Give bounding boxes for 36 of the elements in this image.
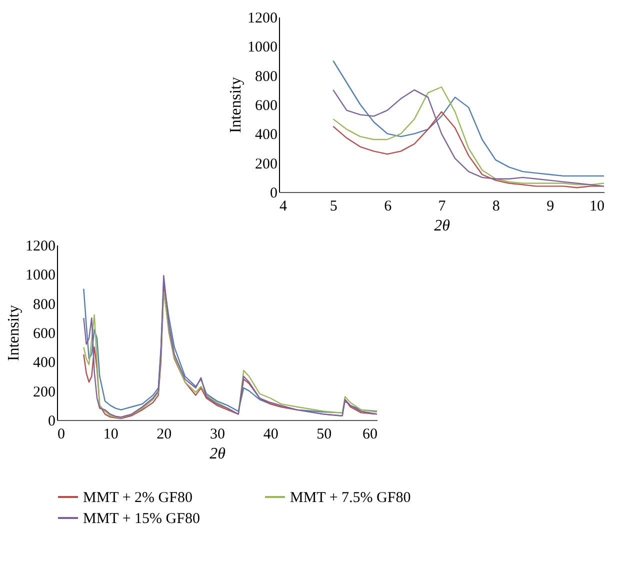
x-tick-label: 9 — [546, 198, 554, 214]
y-tick-label: 0 — [48, 414, 56, 430]
y-axis-title: Intensity — [6, 305, 22, 361]
y-tick-label: 1000 — [26, 268, 56, 284]
legend-label: MMT + 15% GF80 — [83, 511, 200, 527]
y-tick-label: 1200 — [26, 238, 56, 254]
x-tick-label: 8 — [492, 198, 500, 214]
y-tick-label: 0 — [270, 186, 278, 202]
x-tick-label: 5 — [330, 198, 338, 214]
x-tick-label: 60 — [362, 426, 378, 442]
line-series — [332, 60, 604, 177]
x-tick-label: 10 — [103, 426, 118, 442]
y-tick-label: 400 — [255, 127, 278, 144]
x-axis-title: 2θ — [210, 446, 226, 462]
x-axis-title: 2θ — [434, 218, 450, 234]
y-tick-label: 800 — [255, 68, 278, 85]
x-tick-label: 10 — [590, 198, 604, 214]
legend-label: MMT + 2% GF80 — [83, 490, 192, 506]
y-tick-label: 1200 — [248, 10, 278, 26]
legend-label: MMT + 7.5% GF80 — [290, 490, 411, 506]
y-tick-label: 200 — [33, 384, 56, 400]
y-tick-label: 800 — [33, 296, 56, 313]
x-tick-label: 7 — [438, 198, 446, 214]
y-tick-label: 600 — [33, 326, 56, 342]
y-tick-label: 200 — [255, 156, 278, 172]
y-tick-label: 400 — [33, 355, 56, 372]
x-tick-label: 6 — [384, 198, 392, 214]
x-tick-label: 30 — [210, 426, 225, 442]
x-tick-label: 20 — [156, 426, 172, 442]
y-axis-title: Intensity — [228, 77, 244, 133]
line-series — [332, 111, 604, 188]
y-tick-label: 1000 — [248, 40, 278, 56]
y-tick-label: 600 — [255, 98, 278, 114]
x-tick-label: 4 — [280, 198, 288, 214]
x-tick-label: 40 — [263, 426, 278, 442]
x-tick-label: 50 — [316, 426, 332, 442]
